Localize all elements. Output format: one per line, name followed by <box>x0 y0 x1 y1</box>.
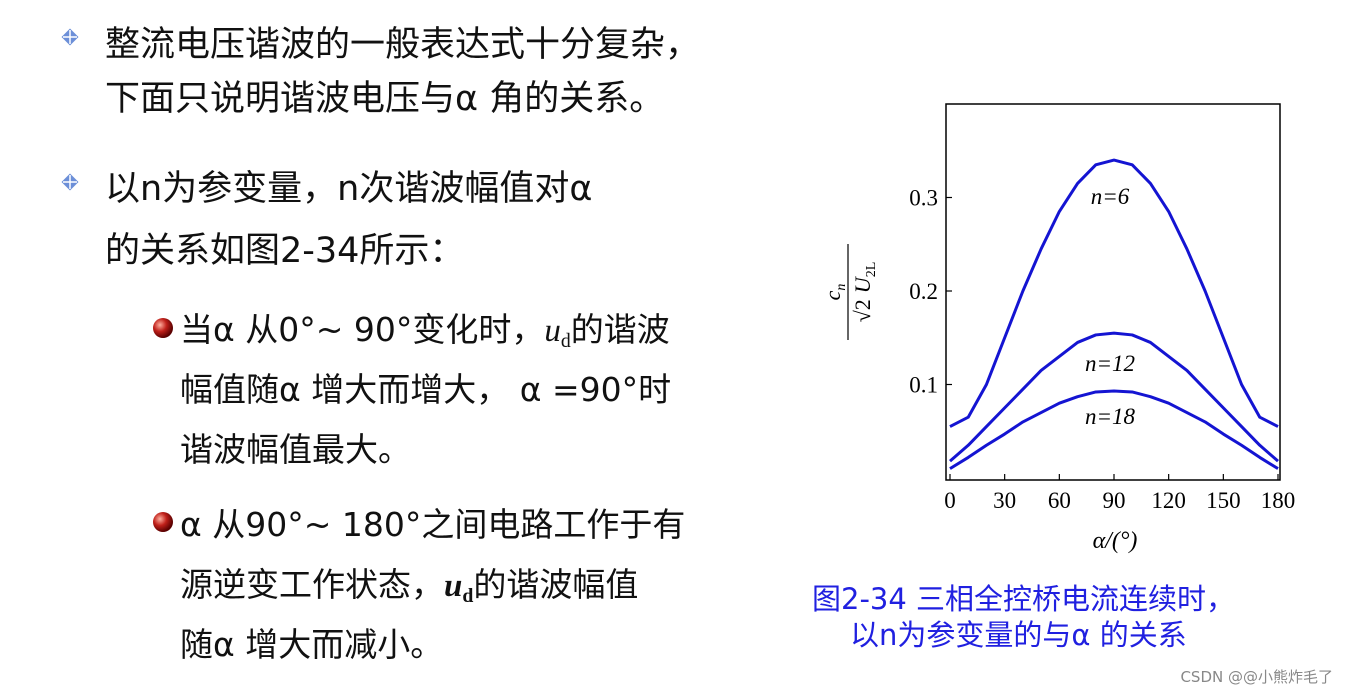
text: 当α 从0°~ 90°变化时， <box>180 310 545 349</box>
x-tick-label: 90 <box>1103 488 1126 513</box>
text-line: 的关系如图2-34所示： <box>105 222 464 273</box>
text: u <box>444 568 463 604</box>
text-line: 整流电压谐波的一般表达式十分复杂， <box>105 16 700 67</box>
watermark: CSDN @@小熊炸毛了 <box>1180 668 1333 686</box>
text-line: 幅值随α 增大而增大， α =90°时 <box>180 363 671 411</box>
text: 谐波幅值最大。 <box>180 430 411 469</box>
text: 的关系如图2-34所示： <box>105 231 465 271</box>
figure-caption: 以n为参变量的与α 的关系 <box>850 618 1187 652</box>
x-tick-label: 30 <box>993 488 1016 513</box>
text: 随α 增大而减小。 <box>180 625 444 664</box>
text: 的谐波幅值 <box>473 565 639 604</box>
text-line: α 从90°~ 180°之间电路工作于有 <box>180 498 685 546</box>
sub-bullet-icon <box>153 512 173 532</box>
x-tick-label: 120 <box>1151 488 1186 513</box>
text: 2L <box>864 262 879 278</box>
text: 整流电压谐波的一般表达式十分复杂， <box>105 25 701 65</box>
text-line: 当α 从0°~ 90°变化时，ud的谐波 <box>180 303 670 353</box>
text-line: 随α 增大而减小。 <box>180 618 443 666</box>
series-line <box>949 389 1279 470</box>
text: c <box>820 290 845 300</box>
y-label-part: √2 U2L <box>850 262 879 323</box>
text-line: 下面只说明谐波电压与α 角的关系。 <box>105 70 664 121</box>
text: n <box>834 284 849 291</box>
text-line: 源逆变工作状态，ud的谐波幅值 <box>180 558 638 608</box>
series-label: n=6 <box>1091 184 1130 209</box>
bullet-icon <box>61 173 79 191</box>
y-tick-label: 0.2 <box>909 279 938 304</box>
x-tick-label: 150 <box>1206 488 1241 513</box>
x-tick-label: 60 <box>1048 488 1071 513</box>
text: u <box>544 313 561 349</box>
text: 的谐波 <box>570 310 670 349</box>
y-tick-label: 0.3 <box>909 186 938 211</box>
plot-frame <box>945 103 1281 481</box>
text-line: 以n为参变量，n次谐波幅值对α <box>105 160 592 211</box>
y-tick-label: 0.1 <box>909 373 938 398</box>
text: d <box>462 584 474 607</box>
text: 下面只说明谐波电压与α 角的关系。 <box>105 79 665 119</box>
y-label-part: cn <box>820 284 849 301</box>
series-line <box>949 158 1279 428</box>
text: 源逆变工作状态， <box>180 565 444 604</box>
text: 以n为参变量，n次谐波幅值对α <box>105 169 593 209</box>
text: √2 <box>850 299 875 322</box>
bullet-icon <box>61 28 79 46</box>
series-label: n=12 <box>1085 351 1135 376</box>
figure-caption: 图2-34 三相全控桥电流连续时， <box>812 582 1236 616</box>
text-line: 谐波幅值最大。 <box>180 423 411 471</box>
text: α 从90°~ 180°之间电路工作于有 <box>180 505 686 544</box>
series-line <box>949 331 1279 463</box>
text: 幅值随α 增大而增大， α =90°时 <box>180 370 672 409</box>
x-tick-label: 0 <box>944 488 956 513</box>
x-tick-label: 180 <box>1261 488 1296 513</box>
sub-bullet-icon <box>153 318 173 338</box>
series-label: n=18 <box>1085 404 1136 429</box>
x-axis-label: α/(°) <box>1093 528 1138 554</box>
text: U <box>850 275 875 293</box>
y-axis-label: cn √2 U2L <box>820 244 879 340</box>
text: d <box>560 329 571 352</box>
